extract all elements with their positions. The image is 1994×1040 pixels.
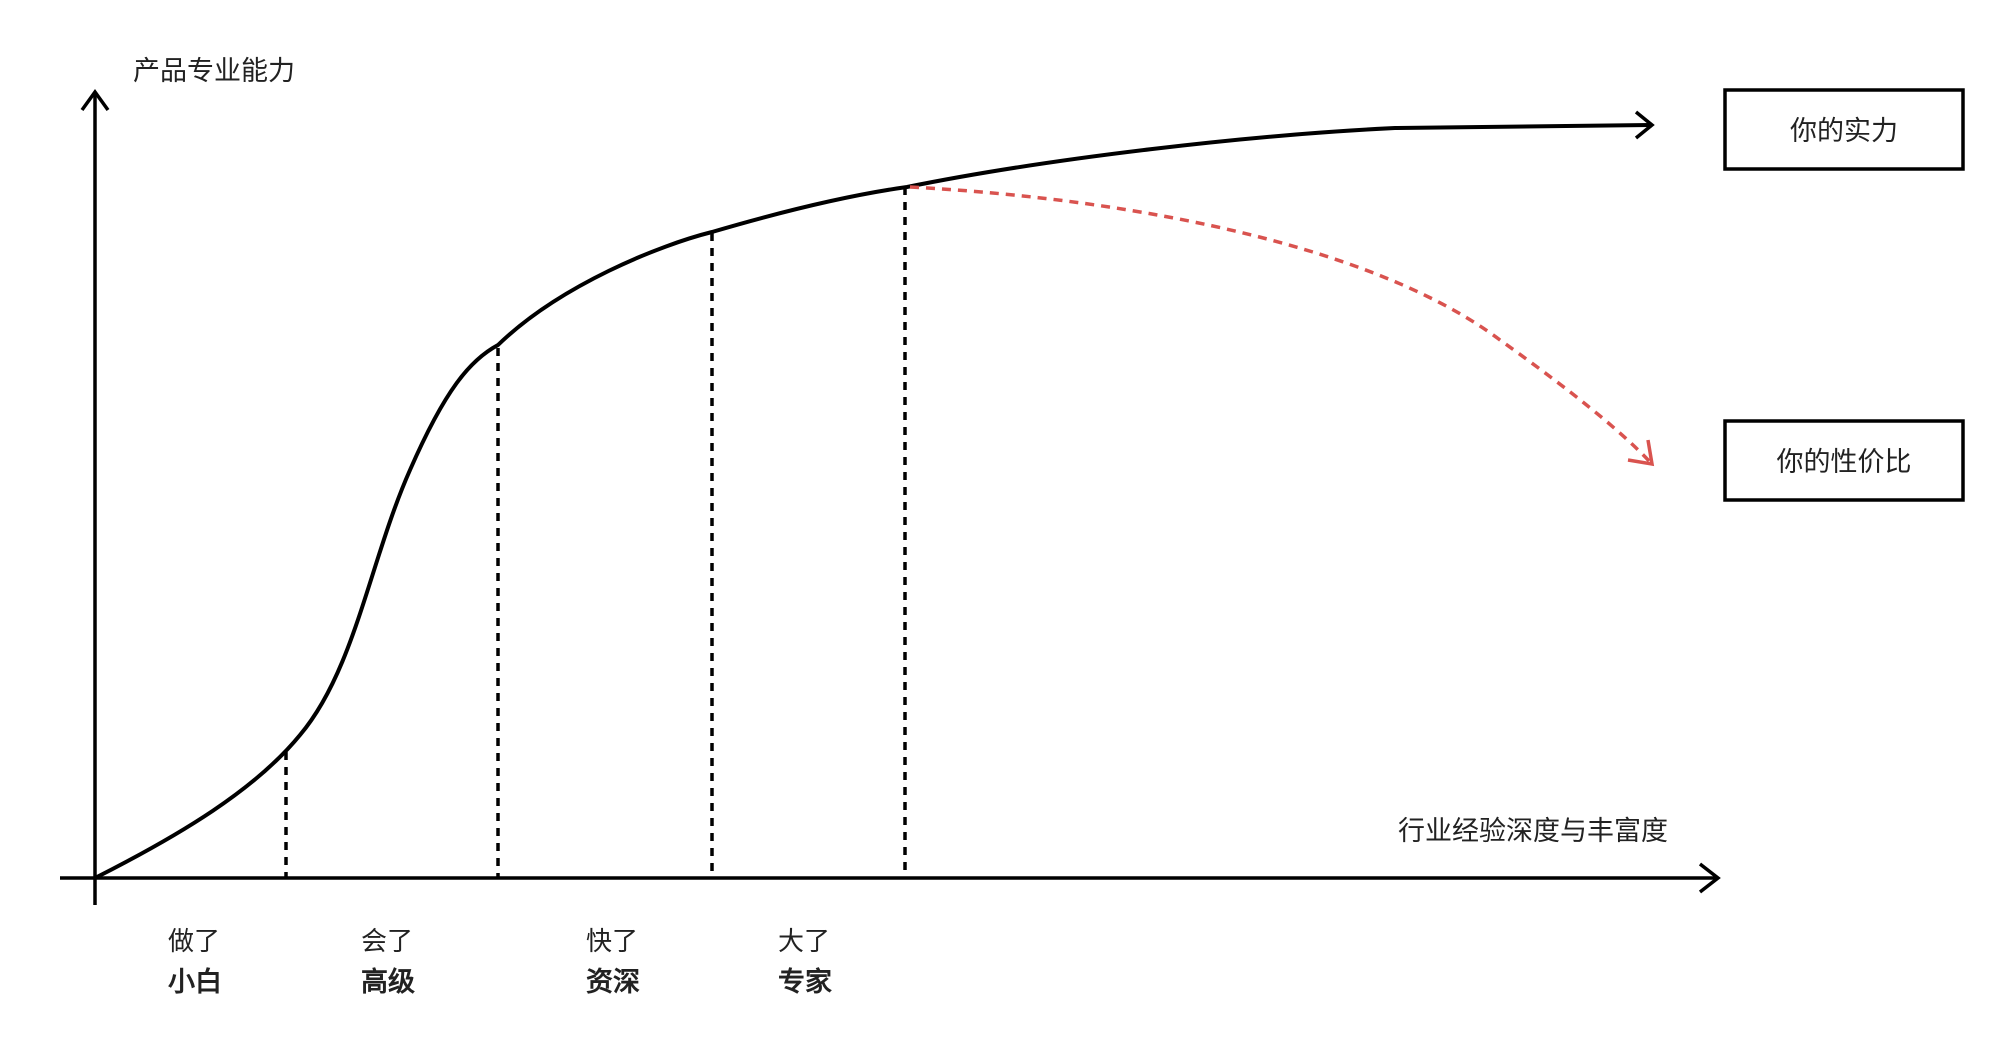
value-box-label: 你的性价比 (1777, 447, 1912, 478)
y-axis-arrowhead (80, 89, 110, 112)
strength-box (1723, 88, 1965, 171)
stage-3-top-label: 快了 (586, 927, 638, 957)
stage-2-bottom-label: 高级 (361, 966, 415, 998)
strength-box-label: 你的实力 (1790, 116, 1898, 147)
value-decline-curve (909, 185, 1652, 464)
strength-curve (94, 123, 1651, 880)
y-axis-label: 产品专业能力 (133, 56, 295, 87)
stage-4-top-label: 大了 (778, 927, 830, 957)
x-axis-label: 行业经验深度与丰富度 (1398, 816, 1668, 847)
value-decline-arrowhead (1627, 439, 1655, 467)
value-box (1723, 419, 1965, 502)
stage-4-bottom-label: 专家 (778, 966, 832, 998)
stage-1-top-label: 做了 (168, 927, 220, 957)
stage-3-bottom-label: 资深 (586, 967, 640, 998)
x-axis-arrowhead (1698, 862, 1721, 894)
stage-2-top-label: 会了 (361, 927, 413, 957)
strength-curve-arrowhead (1634, 110, 1655, 140)
stage-1-bottom-label: 小白 (168, 966, 222, 998)
